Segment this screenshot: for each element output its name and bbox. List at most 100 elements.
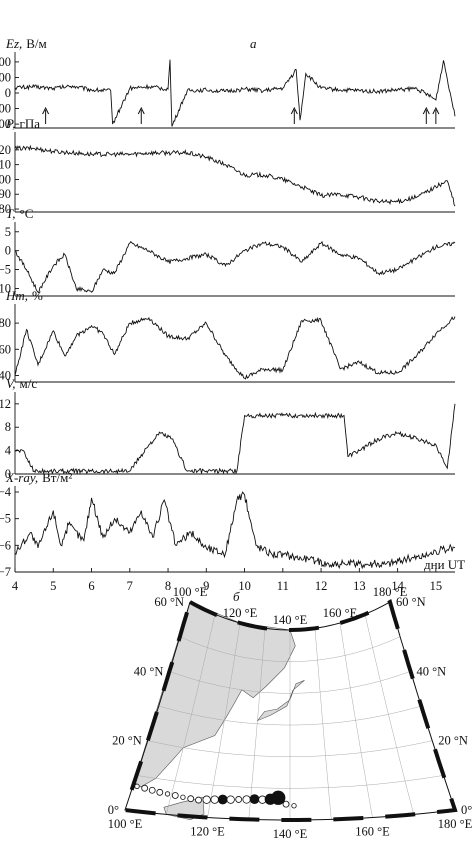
event-arrow	[422, 106, 430, 124]
lat-label-left: 60 °N	[154, 595, 184, 609]
track-point	[249, 794, 260, 805]
y-tick-label: 4	[5, 444, 12, 458]
y-axis-var: Ez,	[5, 36, 22, 51]
y-axis-var: X-ray,	[5, 470, 38, 485]
parallel	[136, 775, 444, 789]
panel-xray: X-ray, Вт/м² 1E−4 1E−5 1E−6 1E−7	[0, 470, 456, 579]
x-tick-label: 10	[238, 579, 251, 593]
track-point	[210, 795, 219, 804]
lon-label-bottom: 120 °E	[190, 825, 225, 839]
x-tick-label: 6	[88, 579, 94, 593]
japan-islands	[256, 680, 305, 722]
panel-t: T, °C 5 0 −5 −10	[0, 206, 456, 297]
panel-ez: Ez, В/м 400200 0 −200−400	[0, 36, 456, 131]
lon-label-bottom: 160 °E	[355, 825, 390, 839]
lon-label-top: 120 °E	[223, 606, 258, 620]
y-tick-label: −10	[0, 281, 11, 295]
x-tick-label: 4	[12, 579, 19, 593]
lat-label-left: 20 °N	[112, 734, 142, 748]
x-tick-label: 7	[127, 579, 133, 593]
y-axis-unit: %	[32, 288, 43, 303]
y-axis-unit: °C	[20, 206, 34, 221]
y-axis-var: Hm,	[5, 288, 28, 303]
track-point	[282, 800, 290, 808]
y-tick-label: 1E−4	[0, 485, 12, 499]
y-axis-var: P,	[5, 116, 16, 131]
track-point	[235, 796, 243, 803]
lon-label-top: 160 °E	[323, 606, 358, 620]
lon-label-bottom: 140 °E	[273, 827, 308, 841]
series-line	[14, 491, 456, 570]
lon-label-bottom: 180 °E	[438, 817, 473, 831]
parallel	[169, 671, 411, 694]
lon-label-bottom: 100 °E	[108, 817, 143, 831]
time-series-panels: Ez,В/м4002000−200−400P,гПа10201010100099…	[0, 36, 456, 579]
y-tick-label: 0	[5, 467, 11, 481]
x-tick-label: 8	[165, 579, 171, 593]
y-tick-label: 12	[0, 397, 11, 411]
track-point	[148, 786, 156, 794]
lat-label-right: 0°	[461, 803, 472, 817]
panel-v: V, м/с 12 8 4 0	[0, 376, 456, 481]
y-axis-label: X-ray, Вт/м²	[5, 470, 72, 485]
x-tick-label: 15	[430, 579, 443, 593]
y-tick-label: 8	[5, 420, 11, 434]
series-line	[14, 59, 456, 127]
event-arrow	[137, 106, 145, 124]
track-point	[242, 795, 251, 804]
series-line	[14, 144, 456, 207]
x-tick-label: 11	[277, 579, 289, 593]
event-arrow	[290, 106, 298, 124]
y-axis-label: T, °C	[6, 206, 33, 221]
y-tick-label: 200	[0, 70, 11, 84]
y-tick-label: 1E−7	[0, 565, 11, 579]
y-tick-label: −200	[0, 102, 11, 116]
y-tick-label: 1010	[0, 158, 11, 172]
track-point	[180, 794, 186, 800]
track-point	[217, 794, 228, 805]
x-axis-unit: дни UT	[424, 557, 465, 572]
y-axis-unit: м/с	[20, 376, 38, 391]
y-axis-unit: В/м	[26, 36, 47, 51]
y-axis-var: V,	[6, 376, 16, 391]
lat-label-right: 20 °N	[438, 734, 468, 748]
y-tick-label: 990	[0, 187, 11, 201]
x-tick-label: 9	[203, 579, 209, 593]
x-axis: 4 5 6 7 8 9 10 11 12 13 14 15	[12, 568, 442, 593]
track-point	[164, 791, 171, 797]
map-border-thin	[124, 601, 456, 821]
y-axis-label: P, гПа	[5, 116, 40, 131]
event-arrow	[432, 106, 440, 124]
map-panel: 100 °E 120 °E 140 °E 160 °E 180 °E 100 °E 120 …	[108, 585, 473, 841]
lat-label-left: 0°	[108, 803, 119, 817]
y-axis-var: T,	[6, 206, 16, 221]
y-tick-label: 400	[0, 55, 11, 69]
track-point	[187, 795, 195, 803]
parallel	[147, 740, 433, 757]
x-tick-label: 14	[391, 579, 404, 593]
track-point	[291, 803, 297, 809]
y-tick-label: 0	[5, 244, 11, 258]
series-line	[14, 316, 456, 380]
panel-p: P, гПа 102010101000990980	[0, 116, 456, 216]
series-line	[14, 403, 456, 475]
y-axis-unit: гПа	[20, 116, 41, 131]
y-tick-label: −5	[0, 263, 11, 277]
parallel	[179, 636, 401, 662]
track-point	[156, 788, 164, 796]
track-point	[134, 783, 140, 789]
x-tick-label: 12	[315, 579, 328, 593]
lon-label-top: 140 °E	[273, 613, 308, 627]
y-tick-label: 1E−6	[0, 538, 11, 552]
lon-label-top: 100 °E	[173, 585, 208, 599]
y-axis-label: Hm,%	[5, 288, 43, 303]
y-tick-label: 60	[0, 342, 11, 356]
parallel	[158, 705, 422, 726]
x-tick-label: 13	[353, 579, 366, 593]
y-tick-label: −400	[0, 117, 11, 131]
series-line	[14, 240, 456, 294]
panel-a-label: а	[250, 36, 257, 51]
panel-hm: Hm, % 80 60 40	[0, 288, 456, 382]
y-tick-label: 5	[5, 225, 11, 239]
